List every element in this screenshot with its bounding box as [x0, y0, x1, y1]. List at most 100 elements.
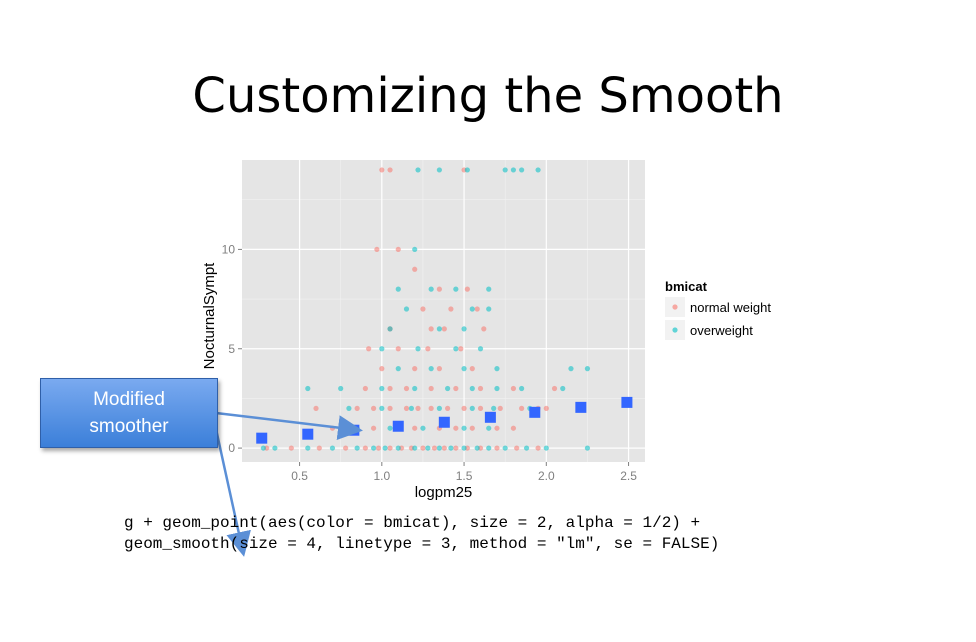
point-overweight: [486, 286, 492, 292]
point-overweight: [436, 445, 442, 451]
point-normal-weight: [441, 445, 447, 451]
point-normal-weight: [403, 405, 410, 411]
point-overweight: [408, 405, 415, 411]
point-normal-weight: [477, 405, 484, 411]
point-normal-weight: [415, 405, 421, 411]
point-normal-weight: [412, 266, 418, 272]
legend-label: normal weight: [690, 300, 771, 315]
code-line-2: geom_smooth(size = 4, linetype = 3, meth…: [124, 535, 720, 553]
point-normal-weight: [428, 326, 434, 332]
point-overweight: [584, 366, 591, 372]
point-normal-weight: [474, 306, 480, 312]
point-normal-weight: [428, 385, 434, 392]
point-overweight: [354, 445, 360, 451]
point-normal-weight: [354, 405, 360, 411]
legend-key-normal-weight: [672, 304, 678, 310]
point-normal-weight: [481, 326, 487, 332]
point-overweight: [543, 445, 549, 451]
point-overweight: [387, 326, 393, 332]
point-overweight: [412, 385, 418, 392]
point-normal-weight: [288, 445, 294, 451]
point-overweight: [436, 326, 442, 332]
point-overweight: [486, 306, 492, 312]
point-overweight: [415, 346, 421, 352]
point-overweight: [412, 445, 418, 451]
smooth-dot: [256, 432, 268, 444]
callout-line-1: Modified: [93, 389, 165, 410]
point-normal-weight: [412, 366, 418, 372]
point-normal-weight: [551, 385, 558, 392]
point-normal-weight: [374, 246, 380, 253]
point-overweight: [395, 286, 401, 292]
point-normal-weight: [420, 306, 426, 312]
point-overweight: [584, 445, 591, 451]
point-overweight: [469, 385, 475, 392]
point-overweight: [395, 366, 401, 372]
point-overweight: [436, 405, 442, 411]
point-overweight: [461, 366, 467, 372]
legend-key-overweight: [672, 327, 678, 333]
point-normal-weight: [510, 385, 517, 392]
point-normal-weight: [458, 346, 464, 352]
point-overweight: [474, 445, 480, 451]
point-overweight: [494, 385, 500, 392]
point-normal-weight: [453, 385, 459, 392]
callout-arrow-to-smoother: [215, 411, 363, 441]
point-normal-weight: [420, 445, 426, 451]
point-overweight: [379, 405, 385, 411]
point-overweight: [428, 286, 434, 292]
point-normal-weight: [387, 445, 393, 451]
point-overweight: [461, 326, 467, 332]
point-overweight: [305, 385, 311, 392]
y-tick-label: 5: [228, 342, 235, 356]
point-overweight: [486, 425, 492, 431]
x-tick-label: 2.5: [620, 469, 637, 483]
point-overweight: [305, 445, 311, 451]
point-normal-weight: [510, 425, 517, 431]
point-overweight: [382, 445, 388, 451]
point-overweight: [415, 167, 421, 173]
point-overweight: [387, 425, 393, 431]
point-normal-weight: [453, 425, 459, 431]
point-overweight: [510, 167, 517, 173]
x-tick-label: 1.5: [456, 469, 473, 483]
x-tick-label: 0.5: [291, 469, 308, 483]
point-normal-weight: [313, 405, 319, 411]
point-overweight: [403, 306, 410, 312]
point-normal-weight: [453, 445, 459, 451]
point-normal-weight: [494, 425, 500, 431]
point-normal-weight: [428, 405, 434, 411]
smooth-dot: [392, 420, 404, 432]
point-overweight: [469, 405, 475, 411]
point-overweight: [453, 286, 459, 292]
point-overweight: [338, 385, 344, 392]
point-overweight: [412, 246, 418, 253]
point-normal-weight: [469, 366, 475, 372]
point-normal-weight: [477, 385, 484, 392]
legend-label: overweight: [690, 323, 753, 338]
point-normal-weight: [431, 445, 438, 451]
point-normal-weight: [379, 366, 385, 372]
point-overweight: [453, 346, 459, 352]
point-normal-weight: [445, 405, 451, 411]
x-tick-label: 1.0: [373, 469, 390, 483]
point-overweight: [502, 445, 508, 451]
callout-arrow-to-code: [212, 419, 251, 557]
point-normal-weight: [464, 286, 470, 292]
point-normal-weight: [441, 326, 447, 332]
point-overweight: [346, 405, 352, 411]
point-normal-weight: [497, 405, 503, 411]
callout-line-2: smoother: [89, 416, 169, 437]
point-overweight: [519, 385, 525, 392]
smooth-dot: [575, 401, 587, 413]
point-overweight: [502, 167, 508, 173]
point-overweight: [379, 385, 385, 392]
point-overweight: [519, 167, 525, 173]
point-overweight: [448, 445, 454, 451]
point-overweight: [461, 445, 467, 451]
point-overweight: [486, 445, 492, 451]
point-normal-weight: [343, 445, 349, 451]
slide-title: Customizing the Smooth: [192, 68, 784, 124]
point-normal-weight: [375, 445, 382, 451]
point-overweight: [535, 167, 541, 173]
